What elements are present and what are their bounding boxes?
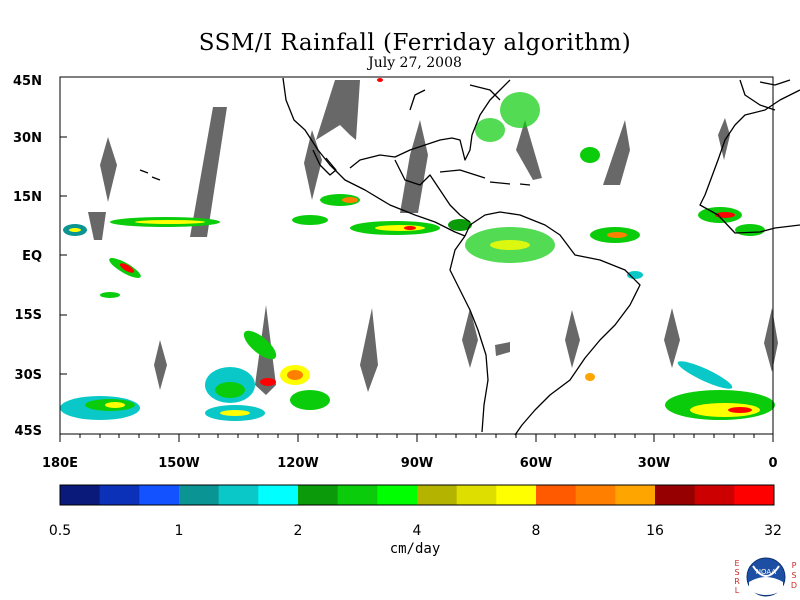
colorbar-cell-10 [456,485,497,505]
colorbar-cell-3 [179,485,220,505]
colorbar-cell-7 [337,485,378,505]
colorbar-cell-12 [536,485,577,505]
lat-label-15s: 15S [14,308,42,323]
lon-label-150w: 150W [158,456,200,471]
colorbar-cell-8 [377,485,418,505]
lon-label-180e: 180E [41,456,79,471]
colorbar-label-16: 16 [646,523,664,539]
map-frame [59,76,774,435]
lat-label-45s: 45S [14,424,42,439]
colorbar [59,484,775,506]
logo-letter-s2: S [791,571,797,580]
colorbar-label-4: 4 [412,523,422,539]
lon-label-30w: 30W [637,456,671,471]
lat-label-15n: 15N [13,190,42,205]
esrl-psd-noaa-logo: E S R L NOAA P S D [733,556,799,598]
lat-label-eq: EQ [22,249,42,264]
logo-letter-s: S [734,568,740,577]
logo-letter-d: D [790,581,798,590]
colorbar-cell-11 [496,485,537,505]
colorbar-units: cm/day [389,541,441,557]
colorbar-label-1: 1 [174,523,184,539]
colorbar-cell-16 [694,485,735,505]
lat-label-30n: 30N [13,131,42,146]
noaa-emblem-text: NOAA [756,568,777,576]
colorbar-label-8: 8 [531,523,541,539]
lon-label-120w: 120W [277,456,319,471]
lat-label-30s: 30S [14,368,42,383]
colorbar-cell-14 [615,485,656,505]
colorbar-label-0-5: 0.5 [48,523,72,539]
lon-label-90w: 90W [400,456,434,471]
colorbar-label-32: 32 [764,523,782,539]
colorbar-cell-5 [258,485,299,505]
logo-letter-e: E [734,559,740,568]
colorbar-cell-6 [298,485,339,505]
logo-letter-p: P [791,561,797,570]
noaa-emblem-icon: NOAA [746,557,786,597]
colorbar-cell-17 [734,485,775,505]
lon-label-0: 0 [768,456,778,471]
rainfall-map [59,76,800,442]
lat-label-45n: 45N [13,74,42,89]
logo-letter-l: L [734,586,740,595]
map-date: July 27, 2008 [368,55,462,71]
tick-marks [59,76,774,442]
colorbar-cell-15 [655,485,696,505]
colorbar-cell-0 [60,485,101,505]
colorbar-label-2: 2 [293,523,303,539]
colorbar-cell-13 [575,485,616,505]
logo-letter-r: R [734,577,740,586]
colorbar-cell-9 [417,485,458,505]
rainfall-patches [60,78,775,421]
colorbar-cell-2 [139,485,180,505]
colorbar-cell-4 [218,485,259,505]
map-title: SSM/I Rainfall (Ferriday algorithm) [198,30,632,56]
colorbar-cell-1 [99,485,140,505]
coastlines [139,77,800,436]
no-data-swaths [88,80,778,395]
lon-label-60w: 60W [519,456,553,471]
